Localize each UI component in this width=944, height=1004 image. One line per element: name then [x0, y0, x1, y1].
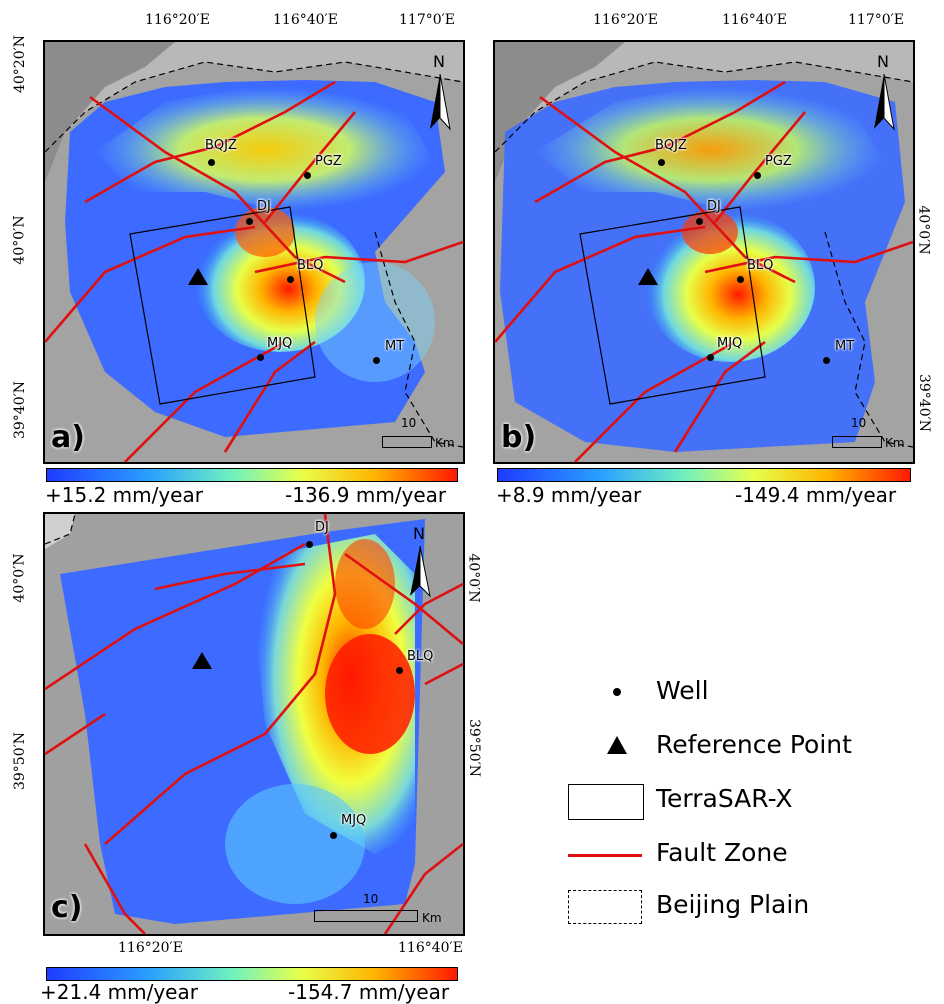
well-dot-dj [696, 218, 703, 225]
lon-tick-b-2: 116°40′E [722, 12, 787, 28]
lon-tick-a-3: 117°0′E [399, 12, 456, 28]
dashed-boundary-icon [568, 890, 642, 924]
colorbar-a-max-label: -136.9 mm/year [285, 483, 447, 507]
scale-unit-c: Km [422, 911, 442, 925]
lat-tick-c-4: 39°50′N [466, 718, 483, 778]
well-dot-blq [737, 276, 744, 283]
well-label-blq: BLQ [297, 258, 324, 273]
legend-terrasar-label: TerraSAR-X [656, 784, 793, 813]
well-dot-bqjz [208, 159, 215, 166]
north-label-b: N [877, 52, 889, 71]
colorbar-c-min-label: +21.4 mm/year [40, 980, 198, 1004]
map-panel-a: BQJZ PGZ DJ BLQ MJQ MT N 10 Km a) [43, 40, 465, 464]
well-label-mt: MT [835, 339, 855, 354]
lat-tick-b-1: 40°0′N [915, 205, 932, 255]
scale-unit-a: Km [435, 436, 455, 450]
lat-tick-a-2: 40°0′N [11, 215, 28, 265]
well-label-bqjz: BQJZ [205, 138, 237, 153]
scale-number-c: 10 [363, 892, 379, 906]
lat-tick-b-2: 39°40′N [916, 373, 933, 433]
well-dot-mjq [257, 354, 264, 361]
scale-bar-b [832, 436, 882, 448]
well-dot-mjq [330, 832, 337, 839]
colorbar-b [497, 468, 911, 482]
well-dot-mt [823, 357, 830, 364]
colorbar-b-max-label: -149.4 mm/year [735, 483, 897, 507]
well-label-blq: BLQ [747, 258, 774, 273]
well-label-mt: MT [385, 339, 405, 354]
legend-well-label: Well [656, 676, 709, 705]
legend-reference-label: Reference Point [656, 730, 852, 759]
scale-number-a: 10 [401, 416, 417, 430]
colorbar-c-max-label: -154.7 mm/year [288, 980, 450, 1004]
north-arrow-icon [874, 74, 895, 131]
well-label-dj: DJ [257, 199, 271, 214]
lon-tick-a-2: 116°40′E [273, 12, 338, 28]
north-label-c: N [413, 524, 425, 543]
deformation-map-a [45, 42, 463, 462]
panel-letter-b: b) [501, 420, 537, 455]
deformation-map-c [45, 514, 463, 934]
reference-point-a [188, 268, 208, 285]
scale-unit-b: Km [885, 436, 905, 450]
colorbar-a [46, 468, 458, 482]
well-dot-blq [287, 276, 294, 283]
lat-tick-a-3: 39°40′N [12, 380, 29, 440]
well-label-dj: DJ [315, 520, 329, 535]
deformation-map-b [495, 42, 913, 462]
map-panel-c: DJ BLQ MJQ N 10 Km c) [43, 512, 465, 936]
legend-beijing-label: Beijing Plain [656, 890, 810, 919]
well-dot-icon [613, 688, 621, 696]
legend-fault-label: Fault Zone [656, 838, 788, 867]
lon-tick-b-1: 116°20′E [593, 12, 658, 28]
scale-number-b: 10 [851, 416, 867, 430]
fault-line-icon [568, 854, 642, 857]
well-dot-mjq [707, 354, 714, 361]
lat-tick-c-3: 40°0′N [465, 553, 482, 603]
well-dot-bqjz [658, 159, 665, 166]
well-dot-pgz [754, 172, 761, 179]
well-label-dj: DJ [707, 199, 721, 214]
well-label-pgz: PGZ [765, 154, 792, 169]
well-dot-blq [396, 667, 403, 674]
well-dot-pgz [304, 172, 311, 179]
north-arrow-icon [410, 546, 431, 598]
reference-point-b [638, 268, 658, 285]
colorbar-b-min-label: +8.9 mm/year [496, 483, 642, 507]
well-label-mjq: MJQ [717, 336, 743, 351]
reference-point-c [192, 652, 212, 669]
north-label-a: N [433, 52, 445, 71]
well-label-mjq: MJQ [267, 336, 293, 351]
well-label-mjq: MJQ [341, 813, 367, 828]
lon-tick-c-1: 116°20′E [118, 940, 183, 956]
north-arrow-icon [430, 74, 451, 131]
scale-bar-c [314, 910, 418, 922]
lat-tick-c-1: 40°0′N [11, 553, 28, 603]
lon-tick-a-1: 116°20′E [145, 12, 210, 28]
panel-letter-a: a) [51, 420, 85, 455]
lon-tick-c-2: 116°40′E [398, 940, 463, 956]
lat-tick-c-2: 39°50′N [12, 731, 29, 791]
well-dot-dj [246, 218, 253, 225]
terrasar-box-icon [568, 784, 644, 820]
lat-tick-a-1: 40°20′N [12, 34, 29, 94]
well-label-pgz: PGZ [315, 154, 342, 169]
reference-triangle-icon [607, 736, 627, 754]
well-label-bqjz: BQJZ [655, 138, 687, 153]
lon-tick-b-3: 117°0′E [848, 12, 905, 28]
well-dot-dj [306, 541, 313, 548]
scale-bar-a [382, 436, 432, 448]
well-dot-mt [373, 357, 380, 364]
well-label-blq: BLQ [407, 649, 434, 664]
panel-letter-c: c) [51, 890, 83, 925]
map-panel-b: BQJZ PGZ DJ BLQ MJQ MT N 10 Km b) [493, 40, 915, 464]
colorbar-c [46, 967, 458, 981]
colorbar-a-min-label: +15.2 mm/year [45, 483, 203, 507]
